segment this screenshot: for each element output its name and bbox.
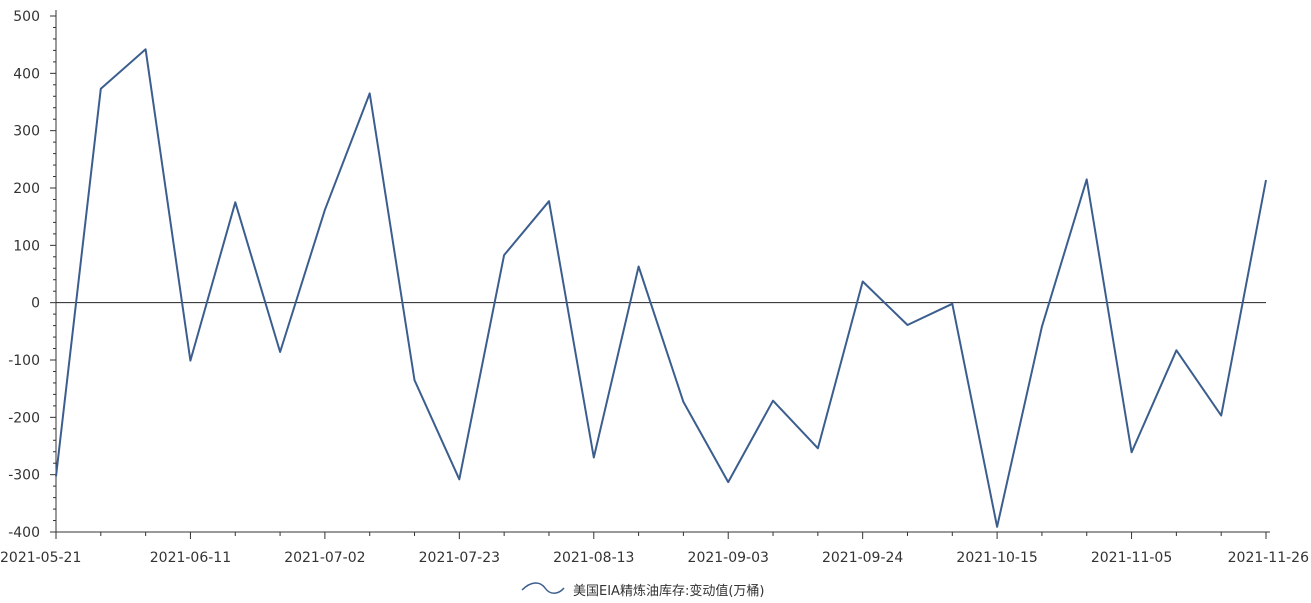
- y-tick-label: 300: [13, 124, 40, 140]
- legend-label: 美国EIA精炼油库存:变动值(万桶): [573, 583, 764, 599]
- x-tick-label: 2021-07-02: [284, 550, 365, 566]
- data-point: [1174, 348, 1178, 352]
- y-tick-label: 200: [13, 181, 40, 197]
- y-tick-label: -400: [8, 525, 40, 541]
- data-point: [368, 91, 372, 95]
- x-tick-label: 2021-07-23: [419, 550, 500, 566]
- x-tick-label: 2021-05-21: [0, 550, 81, 566]
- data-point: [905, 323, 909, 327]
- data-point: [1085, 177, 1089, 181]
- y-tick-label: 400: [13, 66, 40, 82]
- data-point: [502, 253, 506, 257]
- x-tick-label: 2021-11-05: [1091, 550, 1172, 566]
- data-point: [457, 477, 461, 481]
- data-point: [1264, 178, 1268, 182]
- data-point: [233, 200, 237, 204]
- chart-axes: -400 -300 -200 -100 0 100 200 300 400 500 2021-05-…: [0, 9, 1309, 566]
- x-tick-label: 2021-06-11: [150, 550, 231, 566]
- x-tick-label: 2021-09-03: [688, 550, 769, 566]
- y-tick-label: 500: [13, 9, 40, 25]
- data-point: [637, 265, 641, 269]
- data-point: [323, 208, 327, 212]
- y-tick-label: -200: [8, 410, 40, 426]
- data-point: [816, 446, 820, 450]
- data-point: [950, 302, 954, 306]
- x-tick-label: 2021-11-26: [1228, 550, 1309, 566]
- data-point: [771, 399, 775, 403]
- data-point: [681, 400, 685, 404]
- legend-line-icon: [521, 582, 565, 594]
- x-tick-label: 2021-08-13: [553, 550, 634, 566]
- y-tick-label: -300: [8, 468, 40, 484]
- y-tick-label: 0: [31, 296, 40, 312]
- data-point: [547, 199, 551, 203]
- x-tick-label: 2021-10-15: [956, 550, 1037, 566]
- data-point: [413, 378, 417, 382]
- data-point: [278, 350, 282, 354]
- series-line: [55, 48, 1267, 528]
- data-point: [726, 480, 730, 484]
- data-point: [99, 87, 103, 91]
- data-point: [188, 359, 192, 363]
- data-point: [1130, 450, 1134, 454]
- y-tick-label: -100: [8, 353, 40, 369]
- x-tick-label: 2021-09-24: [822, 550, 903, 566]
- legend[interactable]: 美国EIA精炼油库存:变动值(万桶): [521, 582, 764, 599]
- data-point: [592, 455, 596, 459]
- data-point: [54, 474, 58, 478]
- data-point: [1040, 325, 1044, 329]
- y-tick-label: 100: [13, 238, 40, 254]
- plot-area: [54, 47, 1268, 529]
- data-point: [995, 525, 999, 529]
- data-point: [861, 279, 865, 283]
- data-point: [144, 47, 148, 51]
- data-point: [1219, 414, 1223, 418]
